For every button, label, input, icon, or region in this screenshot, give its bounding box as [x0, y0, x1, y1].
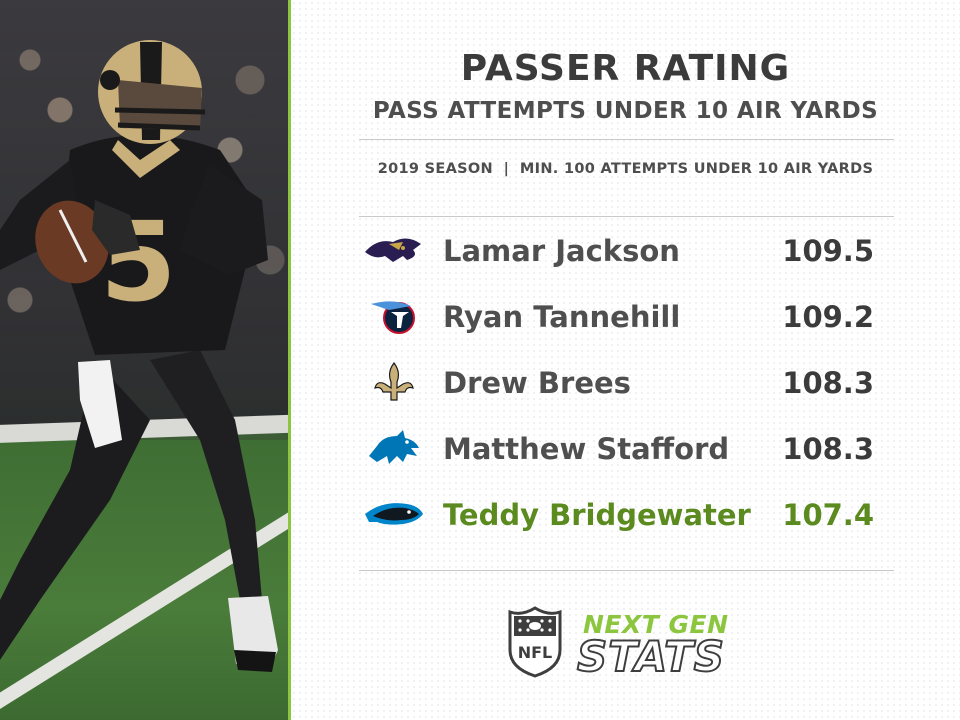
player-name: Drew Brees: [443, 366, 631, 400]
accent-divider: [288, 0, 291, 720]
next-gen-label: NEXT GEN: [583, 610, 729, 639]
saints-fleur-de-lis-icon: [374, 362, 414, 401]
list-item: Matthew Stafford 108.3: [359, 420, 894, 476]
player-name: Matthew Stafford: [443, 432, 730, 466]
player-name: Lamar Jackson: [443, 234, 680, 268]
rating-value: 107.4: [782, 498, 874, 532]
stats-label: STATS: [576, 631, 726, 682]
stats-panel: PASSER RATING PASS ATTEMPTS UNDER 10 AIR…: [291, 0, 960, 720]
lions-logo-icon: [369, 430, 419, 464]
season-note: 2019 SEASON | MIN. 100 ATTEMPTS UNDER 10…: [377, 161, 874, 177]
rating-value: 109.2: [782, 300, 874, 334]
list-item: Ryan Tannehill 109.2: [359, 288, 894, 344]
rating-value: 108.3: [782, 366, 874, 400]
rating-value: 109.5: [782, 234, 874, 268]
player-photo: 5: [0, 0, 288, 720]
divider: [359, 216, 894, 217]
nfl-shield-logo: NFL: [508, 606, 562, 678]
divider: [359, 570, 894, 571]
list-item: Drew Brees 108.3: [359, 354, 894, 410]
svg-text:NFL: NFL: [518, 643, 553, 662]
panthers-logo-icon: [365, 503, 423, 525]
ravens-logo-icon: [365, 238, 421, 262]
divider: [359, 139, 894, 140]
player-name: Ryan Tannehill: [443, 300, 681, 334]
quarterback-figure: 5: [0, 40, 278, 672]
rating-value: 108.3: [782, 432, 874, 466]
titans-logo-icon: [371, 301, 415, 334]
list-item-highlighted: Teddy Bridgewater 107.4: [359, 486, 894, 542]
player-name: Teddy Bridgewater: [443, 498, 751, 532]
page-subtitle: PASS ATTEMPTS UNDER 10 AIR YARDS: [372, 98, 879, 124]
list-item: Lamar Jackson 109.5: [359, 222, 894, 278]
page-title: PASSER RATING: [460, 48, 791, 89]
